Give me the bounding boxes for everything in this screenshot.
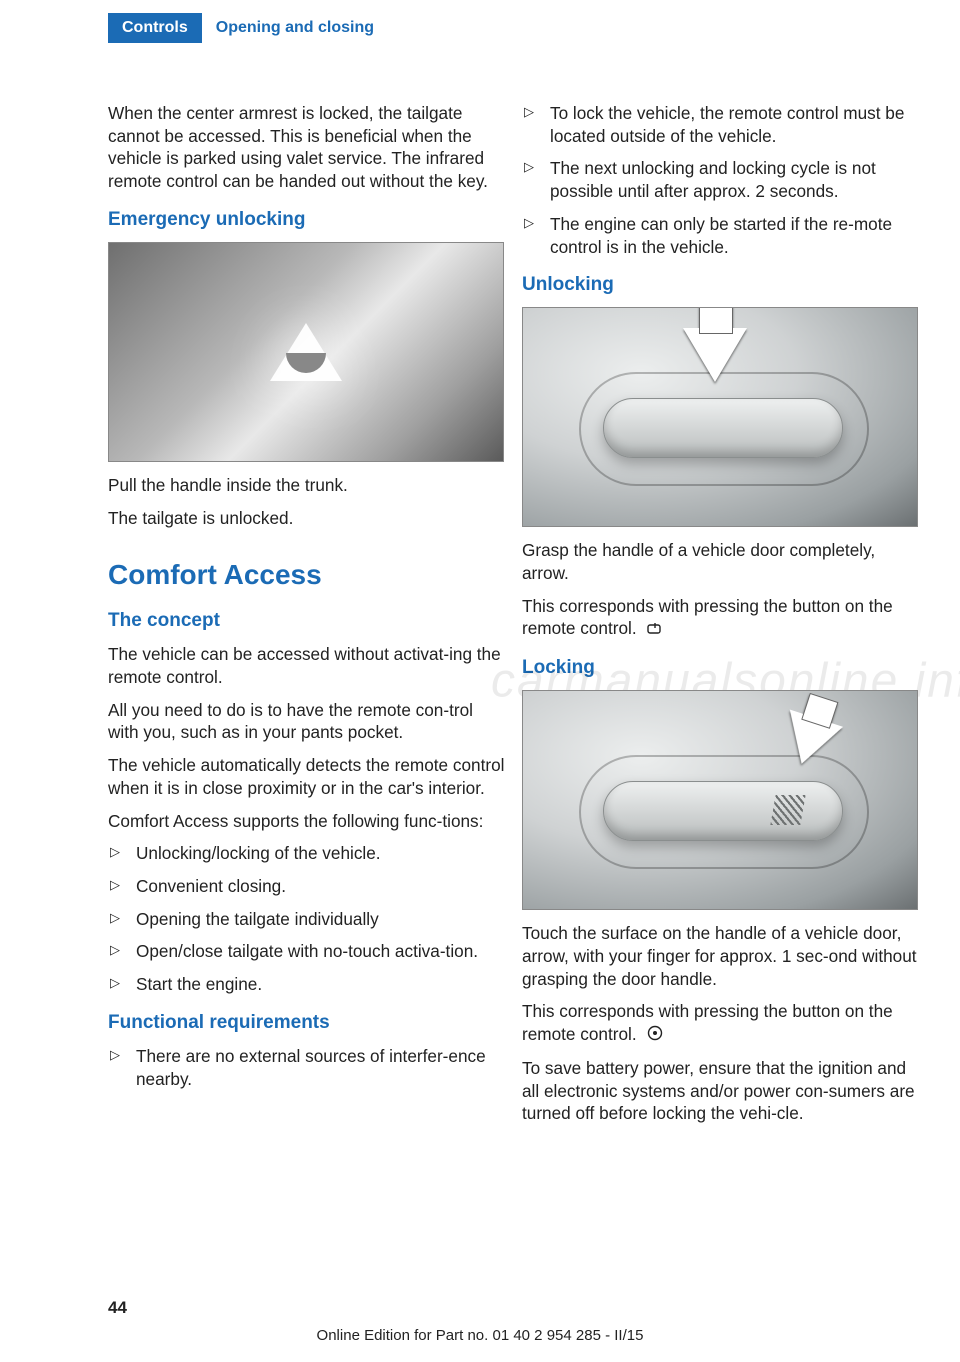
list-item: The next unlocking and locking cycle is … (522, 157, 920, 202)
concept-list: Unlocking/locking of the vehicle. Conven… (108, 842, 506, 996)
locking-text-2-span: This corresponds with pressing the butto… (522, 1001, 893, 1044)
figure-locking-handle (522, 690, 918, 910)
footer-edition: Online Edition for Part no. 01 40 2 954 … (0, 1327, 960, 1344)
door-handle (603, 398, 843, 458)
heading-functional-requirements: Functional requirements (108, 1010, 506, 1035)
unlocking-text-2: This corresponds with pressing the butto… (522, 595, 920, 642)
list-item: Convenient closing. (108, 875, 506, 898)
breadcrumb: Controls Opening and closing (108, 12, 388, 44)
funcreq-list: There are no external sources of interfe… (108, 1045, 506, 1090)
heading-emergency-unlocking: Emergency unlocking (108, 207, 506, 232)
figure-emergency-handle (108, 242, 504, 462)
intro-paragraph: When the center armrest is locked, the t… (108, 102, 506, 193)
heading-concept: The concept (108, 608, 506, 633)
concept-text-2: All you need to do is to have the remote… (108, 699, 506, 744)
list-item: There are no external sources of interfe… (108, 1045, 506, 1090)
list-item: Start the engine. (108, 973, 506, 996)
door-handle (603, 781, 843, 841)
list-item: To lock the vehicle, the remote control … (522, 102, 920, 147)
page-number: 44 (108, 1298, 127, 1318)
left-column: When the center armrest is locked, the t… (108, 102, 506, 1135)
handle-ridges (770, 795, 805, 825)
page-header: Controls Opening and closing (0, 0, 960, 56)
heading-comfort-access: Comfort Access (108, 557, 506, 594)
unlocking-text-2-span: This corresponds with pressing the butto… (522, 596, 893, 639)
emergency-text-2: The tailgate is unlocked. (108, 507, 506, 530)
figure-unlocking-handle (522, 307, 918, 527)
right-column: To lock the vehicle, the remote control … (522, 102, 920, 1135)
concept-text-4: Comfort Access supports the following fu… (108, 810, 506, 833)
list-item: Unlocking/locking of the vehicle. (108, 842, 506, 865)
breadcrumb-chapter: Controls (108, 13, 202, 43)
emergency-handle-icon (270, 323, 342, 381)
locking-text-3: To save battery power, ensure that the i… (522, 1057, 920, 1125)
page-content: When the center armrest is locked, the t… (0, 102, 960, 1135)
unlocking-text-1: Grasp the handle of a vehicle door compl… (522, 539, 920, 584)
concept-text-3: The vehicle automatically detects the re… (108, 754, 506, 799)
locking-text-1: Touch the surface on the handle of a veh… (522, 922, 920, 990)
remote-lock-icon (647, 1024, 663, 1047)
breadcrumb-section: Opening and closing (202, 13, 388, 43)
emergency-text-1: Pull the handle inside the trunk. (108, 474, 506, 497)
arrow-down-icon (683, 328, 747, 382)
remote-unlock-icon (647, 619, 665, 642)
list-item: Opening the tailgate individually (108, 908, 506, 931)
locking-text-2: This corresponds with pressing the butto… (522, 1000, 920, 1047)
top-right-list: To lock the vehicle, the remote control … (522, 102, 920, 258)
concept-text-1: The vehicle can be accessed without acti… (108, 643, 506, 688)
list-item: Open/close tailgate with no-touch activa… (108, 940, 506, 963)
list-item: The engine can only be started if the re… (522, 213, 920, 258)
heading-unlocking: Unlocking (522, 272, 920, 297)
heading-locking: Locking (522, 655, 920, 680)
